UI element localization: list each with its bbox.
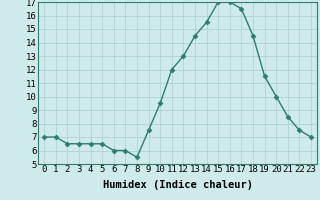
X-axis label: Humidex (Indice chaleur): Humidex (Indice chaleur) — [103, 180, 252, 190]
